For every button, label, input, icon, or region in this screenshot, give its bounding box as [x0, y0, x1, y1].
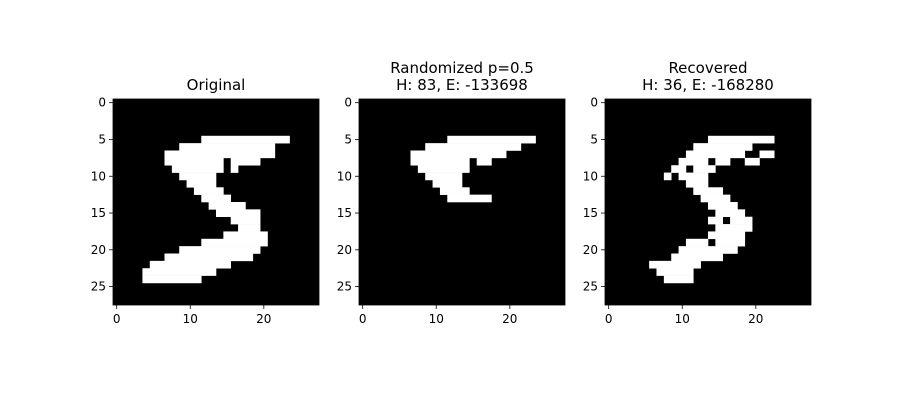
y-tick-label: 25 [337, 280, 352, 294]
y-tick-label: 15 [91, 206, 106, 220]
y-tick-label: 10 [337, 169, 352, 183]
pixel-run [700, 194, 731, 203]
pixel-run [685, 179, 709, 188]
y-tick-label: 5 [590, 132, 598, 146]
y-tick-label: 5 [344, 132, 352, 146]
pixel-run [693, 143, 753, 151]
y-tick-label: 25 [583, 280, 598, 294]
x-tick-label: 20 [502, 312, 517, 326]
pixel-run [693, 165, 716, 173]
pixel-run [216, 209, 261, 218]
pixel-run [201, 238, 268, 247]
chart-subtitle: H: 36, E: -168280 [642, 76, 774, 94]
pixel-run [179, 246, 261, 254]
pixel-run [447, 135, 536, 144]
pixel-run [663, 172, 672, 181]
pixel-run [425, 143, 522, 151]
pixel-run [164, 253, 254, 262]
pixel-run [230, 165, 239, 173]
pixel-run [715, 224, 753, 232]
pixel-run [238, 224, 261, 232]
pixel-run [447, 194, 492, 203]
pixel-run [708, 231, 746, 240]
y-tick-label: 15 [337, 206, 352, 220]
pixel-run [685, 238, 709, 247]
y-tick-label: 10 [583, 169, 598, 183]
chart-subtitle: H: 83, E: -133698 [396, 76, 528, 94]
y-tick-label: 10 [91, 169, 106, 183]
x-tick-label: 0 [113, 312, 121, 326]
pixel-run [678, 157, 709, 166]
pixel-run [432, 179, 463, 188]
pixel-run [708, 216, 724, 225]
pixel-run [678, 172, 709, 181]
y-tick-label: 25 [91, 280, 106, 294]
pixel-run [201, 194, 232, 203]
x-tick-label: 0 [605, 312, 613, 326]
x-tick-label: 10 [183, 312, 198, 326]
pixel-run [476, 157, 492, 166]
y-tick-label: 0 [344, 96, 352, 110]
y-tick-label: 15 [583, 206, 598, 220]
y-tick-label: 0 [590, 96, 598, 110]
x-tick-label: 0 [359, 312, 367, 326]
pixel-run [142, 268, 217, 276]
pixel-run [744, 157, 760, 166]
y-tick-label: 20 [337, 243, 352, 257]
axes-frame [112, 98, 320, 306]
pixel-run [708, 202, 738, 210]
chart-title: Original [187, 76, 246, 94]
pixel-run [193, 187, 224, 195]
pixel-run [715, 209, 746, 218]
chart-title: Recovered [668, 59, 747, 77]
pixel-run [715, 157, 731, 166]
pixel-run [685, 150, 746, 159]
x-tick-label: 10 [675, 312, 690, 326]
pixel-run [208, 202, 246, 210]
pixel-run [171, 165, 224, 173]
pixel-run [230, 157, 261, 166]
chart-title: Randomized p=0.5 [390, 59, 534, 77]
y-tick-label: 0 [98, 96, 106, 110]
y-tick-label: 20 [91, 243, 106, 257]
pixel-run [164, 157, 224, 166]
pixel-run [410, 150, 507, 159]
panel-1: Original 0 10 20 0 5 10 15 20 25 [91, 76, 320, 326]
pixel-run [439, 187, 470, 195]
x-tick-label: 10 [429, 312, 444, 326]
pixel-run [425, 172, 463, 181]
pixel-run [417, 165, 470, 173]
pixel-run [164, 150, 276, 159]
pixel-run [223, 231, 268, 240]
pixel-run [142, 275, 202, 284]
x-tick-label: 20 [256, 312, 271, 326]
pixel-run [678, 246, 738, 254]
pixel-run [410, 157, 470, 166]
pixel-run [708, 135, 775, 144]
pixel-run [649, 260, 701, 269]
panel-2: Randomized p=0.5H: 83, E: -133698 0 10 20 0 5… [337, 59, 566, 326]
pixel-run [656, 268, 694, 276]
pixel-run [671, 165, 687, 173]
pixel-run [179, 172, 217, 181]
pixel-run [201, 135, 290, 144]
pixel-run [693, 187, 724, 195]
pixel-run [730, 216, 753, 225]
x-tick-label: 20 [748, 312, 763, 326]
pixel-run [230, 216, 261, 225]
y-tick-label: 20 [583, 243, 598, 257]
pixel-run [759, 150, 775, 159]
pixel-run [715, 238, 746, 247]
axes-frame [358, 98, 566, 306]
pixel-run [186, 179, 217, 188]
pixel-run [149, 260, 232, 269]
axes-frame [604, 98, 812, 306]
pixel-run [663, 275, 694, 284]
pixel-run [671, 253, 724, 262]
pixel-run [179, 143, 276, 151]
y-tick-label: 5 [98, 132, 106, 146]
